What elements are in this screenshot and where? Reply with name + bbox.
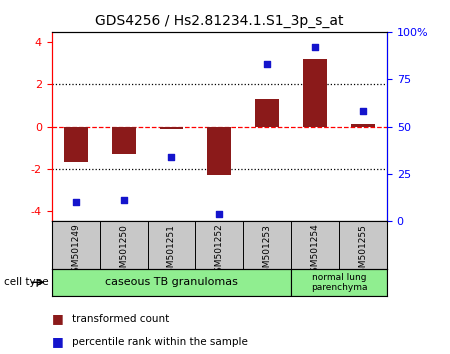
Point — [360, 109, 367, 114]
Text: cell type: cell type — [4, 277, 49, 287]
Point — [120, 198, 127, 203]
Bar — [303, 59, 327, 127]
Text: ■: ■ — [52, 312, 63, 325]
Text: caseous TB granulomas: caseous TB granulomas — [105, 277, 238, 287]
Bar — [52, 269, 291, 296]
Bar — [112, 127, 135, 154]
Text: GSM501249: GSM501249 — [71, 224, 80, 278]
Text: GSM501255: GSM501255 — [359, 224, 368, 279]
Text: GSM501250: GSM501250 — [119, 224, 128, 279]
Text: ■: ■ — [52, 335, 63, 348]
Text: transformed count: transformed count — [72, 314, 169, 324]
Point — [216, 211, 223, 217]
Point — [72, 200, 79, 205]
Point — [168, 154, 175, 160]
Bar — [255, 99, 279, 127]
Text: GSM501252: GSM501252 — [215, 224, 224, 278]
Text: GSM501251: GSM501251 — [167, 224, 176, 279]
Text: GSM501254: GSM501254 — [310, 224, 320, 278]
Title: GDS4256 / Hs2.81234.1.S1_3p_s_at: GDS4256 / Hs2.81234.1.S1_3p_s_at — [95, 14, 344, 28]
Bar — [159, 127, 184, 129]
Point — [311, 44, 319, 50]
Bar — [207, 127, 231, 175]
Point — [264, 61, 271, 67]
Bar — [351, 125, 375, 127]
Bar — [64, 127, 88, 162]
Text: normal lung
parenchyma: normal lung parenchyma — [311, 273, 367, 292]
Text: percentile rank within the sample: percentile rank within the sample — [72, 337, 248, 347]
Text: GSM501253: GSM501253 — [263, 224, 272, 279]
Bar — [291, 269, 387, 296]
